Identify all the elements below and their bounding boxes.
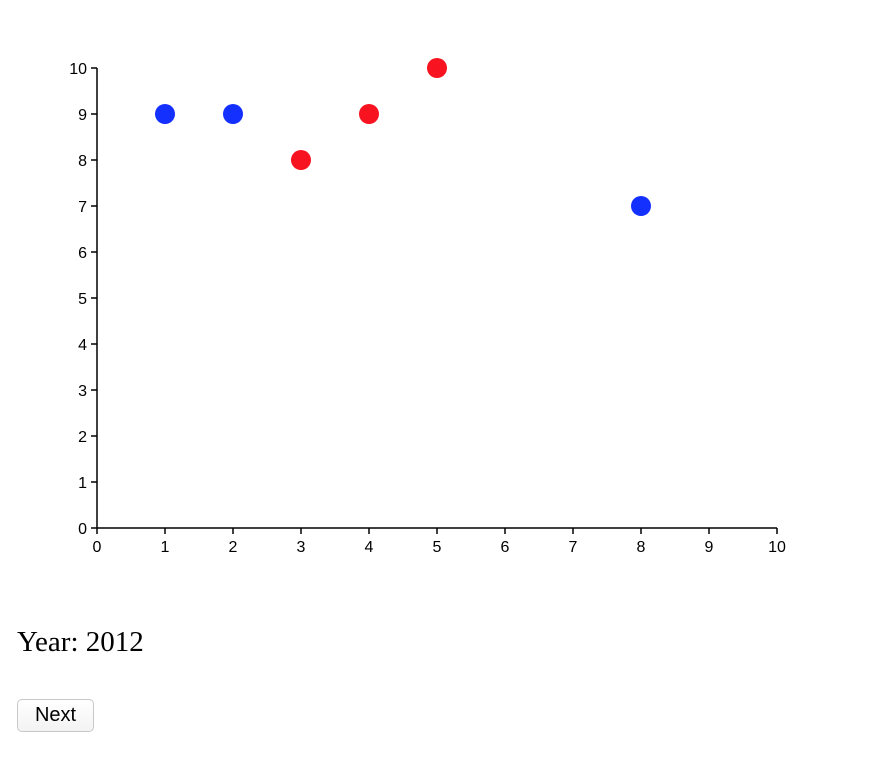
data-point	[427, 58, 447, 78]
data-point	[155, 104, 175, 124]
y-tick-label: 1	[78, 475, 87, 492]
x-tick-label: 6	[501, 539, 510, 556]
x-tick-label: 7	[569, 539, 578, 556]
y-tick-label: 0	[78, 521, 87, 538]
x-axis: 0 1 2 3 4 5 6 7 8 9 10	[93, 527, 786, 556]
x-tick-label: 2	[229, 539, 238, 556]
data-points	[155, 58, 651, 216]
y-tick-label: 6	[78, 245, 87, 262]
y-tick-label: 7	[78, 199, 87, 216]
scatter-chart: 0 1 2 3 4 5 6 7 8 9 10 0 1 2 3 4 5 6 7 8 9 10	[69, 58, 786, 556]
x-tick-label: 0	[93, 539, 102, 556]
y-tick-label: 8	[78, 153, 87, 170]
year-label: Year: 2012	[17, 626, 144, 658]
data-point	[359, 104, 379, 124]
x-tick-label: 3	[297, 539, 306, 556]
x-tick-label: 5	[433, 539, 442, 556]
data-point	[223, 104, 243, 124]
y-axis: 0 1 2 3 4 5 6 7 8 9 10	[69, 61, 98, 538]
y-tick-label: 9	[78, 107, 87, 124]
data-point	[631, 196, 651, 216]
x-tick-label: 1	[161, 539, 170, 556]
y-tick-label: 4	[78, 337, 87, 354]
x-tick-label: 4	[365, 539, 374, 556]
data-point	[291, 150, 311, 170]
y-tick-label: 3	[78, 383, 87, 400]
next-button[interactable]: Next	[17, 699, 94, 732]
y-tick-label: 5	[78, 291, 87, 308]
x-tick-label: 10	[768, 539, 786, 556]
x-tick-label: 9	[705, 539, 714, 556]
y-tick-label: 10	[69, 61, 87, 78]
x-tick-label: 8	[637, 539, 646, 556]
y-tick-label: 2	[78, 429, 87, 446]
